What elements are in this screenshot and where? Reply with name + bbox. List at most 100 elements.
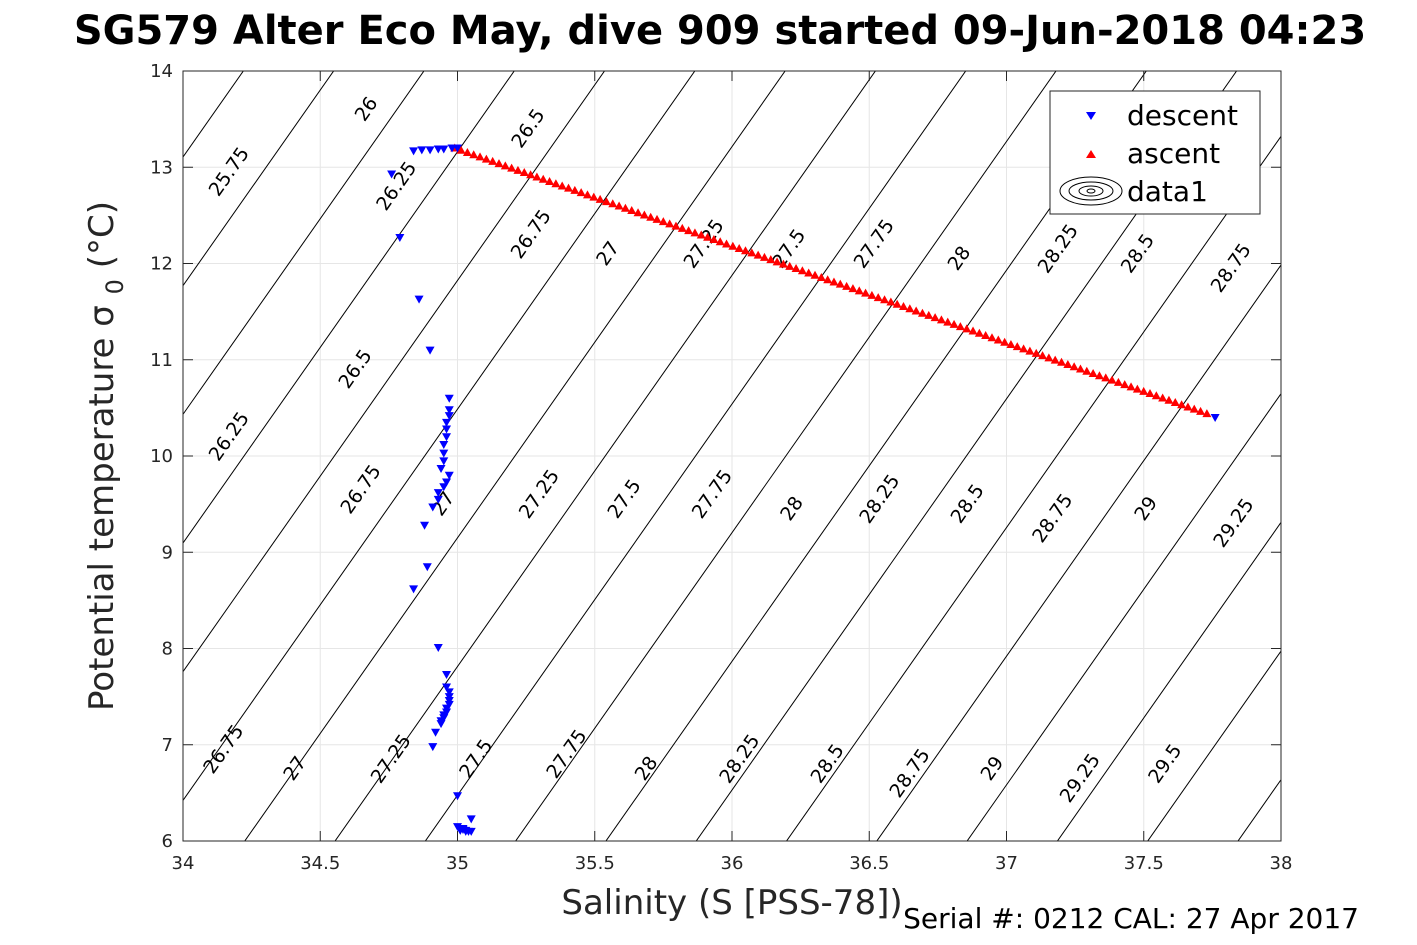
ascent-point	[633, 208, 643, 217]
descent-point	[466, 815, 476, 824]
ascent-point	[974, 328, 984, 337]
y-tick-label: 7	[162, 735, 173, 756]
density-contour-line	[334, 71, 877, 841]
descent-point	[425, 346, 435, 355]
legend-ascent-marker	[1086, 150, 1096, 158]
ascent-point	[715, 237, 725, 246]
ascent-point	[785, 261, 795, 270]
descent-point	[444, 406, 454, 415]
descent-series	[387, 144, 1220, 836]
density-contour-line	[183, 71, 425, 416]
legend-descent-marker	[1086, 112, 1096, 120]
density-contour-line	[966, 392, 1281, 841]
x-axis-label: Salinity (S [PSS-78])	[561, 883, 902, 923]
y-axis-label: Potential temperature σ 0 (°C)	[82, 201, 132, 711]
ascent-point	[1025, 346, 1035, 355]
ascent-point	[955, 322, 965, 331]
ascent-point	[507, 163, 517, 172]
y-tick-label: 8	[162, 639, 173, 660]
density-contour-line	[1147, 650, 1281, 841]
density-contour-line	[1056, 521, 1281, 841]
y-tick-label: 6	[162, 831, 173, 852]
ascent-point	[1050, 355, 1060, 364]
ascent-point	[1196, 406, 1206, 415]
ascent-point	[930, 313, 940, 322]
ascent-point	[519, 168, 529, 177]
density-contour-line	[244, 71, 786, 841]
density-contour-line	[424, 71, 967, 841]
ascent-point	[545, 176, 555, 185]
ascent-point	[589, 192, 599, 201]
legend-data1-label: data1	[1127, 175, 1208, 208]
ascent-point	[899, 301, 909, 310]
ascent-point	[551, 179, 561, 188]
ascent-point	[728, 241, 738, 250]
descent-point	[387, 170, 397, 179]
ascent-point	[1006, 339, 1016, 348]
serial-cal-footer: Serial #: 0212 CAL: 27 Apr 2017	[903, 902, 1359, 935]
ascent-point	[513, 165, 523, 174]
ascent-point	[665, 219, 675, 228]
x-axis-ticks: 34 34.5 35 35.5 36 36.5 37 37.5 38	[172, 71, 1293, 874]
ascent-point	[582, 190, 592, 199]
chart-title: SG579 Alter Eco May, dive 909 started 09…	[74, 8, 1366, 54]
legend-data1-contour-icon	[1059, 176, 1123, 206]
ascent-point	[854, 286, 864, 295]
ascent-point	[456, 145, 466, 154]
descent-point	[431, 728, 441, 737]
descent-point	[453, 144, 462, 153]
ascent-point	[601, 197, 611, 206]
ascent-point	[987, 333, 997, 342]
x-tick-label: 38	[1270, 853, 1293, 874]
ascent-point	[734, 243, 744, 252]
descent-point	[414, 295, 424, 304]
ascent-point	[993, 335, 1003, 344]
density-contour-line	[183, 71, 335, 287]
ascent-point	[823, 275, 833, 284]
descent-point	[425, 146, 435, 155]
ascent-point	[620, 203, 630, 212]
ascent-point	[791, 264, 801, 273]
descent-point	[444, 394, 454, 403]
ascent-point	[557, 181, 567, 190]
legend-box	[1049, 90, 1261, 215]
ascent-point	[696, 230, 706, 239]
ascent-point	[1069, 362, 1079, 371]
ascent-point	[848, 284, 858, 293]
descent-point	[444, 412, 454, 421]
y-axis-label-main: Potential temperature σ	[82, 305, 122, 711]
ascent-point	[1019, 344, 1029, 353]
ascent-point	[981, 331, 991, 340]
ascent-point	[595, 194, 605, 203]
ascent-point	[880, 295, 890, 304]
ascent-point	[816, 272, 826, 281]
ascent-point	[1094, 371, 1104, 380]
ascent-point	[608, 199, 618, 208]
density-contour-line	[183, 71, 606, 673]
ascent-point	[1075, 364, 1085, 373]
density-contour-line	[876, 264, 1281, 841]
ascent-point	[911, 306, 921, 315]
ascent-point	[1139, 386, 1149, 395]
descent-point	[442, 670, 452, 679]
ascent-point	[772, 257, 782, 266]
ascent-point	[481, 154, 491, 163]
ascent-point	[709, 235, 719, 244]
density-contour-line	[785, 135, 1281, 841]
ascent-point	[1183, 402, 1193, 411]
ascent-point	[905, 304, 915, 313]
ascent-point	[532, 172, 542, 181]
ascent-point	[778, 259, 788, 268]
descent-point	[442, 425, 452, 434]
density-contour-line	[1261, 0, 1417, 937]
ascent-point	[740, 246, 750, 255]
descent-point	[409, 585, 419, 594]
ascent-point	[494, 159, 504, 168]
ascent-series	[450, 143, 1212, 418]
descent-point	[436, 720, 446, 729]
descent-point	[453, 792, 462, 801]
density-contour-line	[183, 71, 244, 158]
y-axis-label-unit: (°C)	[82, 201, 122, 268]
ascent-point	[564, 183, 574, 192]
ascent-point	[627, 206, 637, 215]
